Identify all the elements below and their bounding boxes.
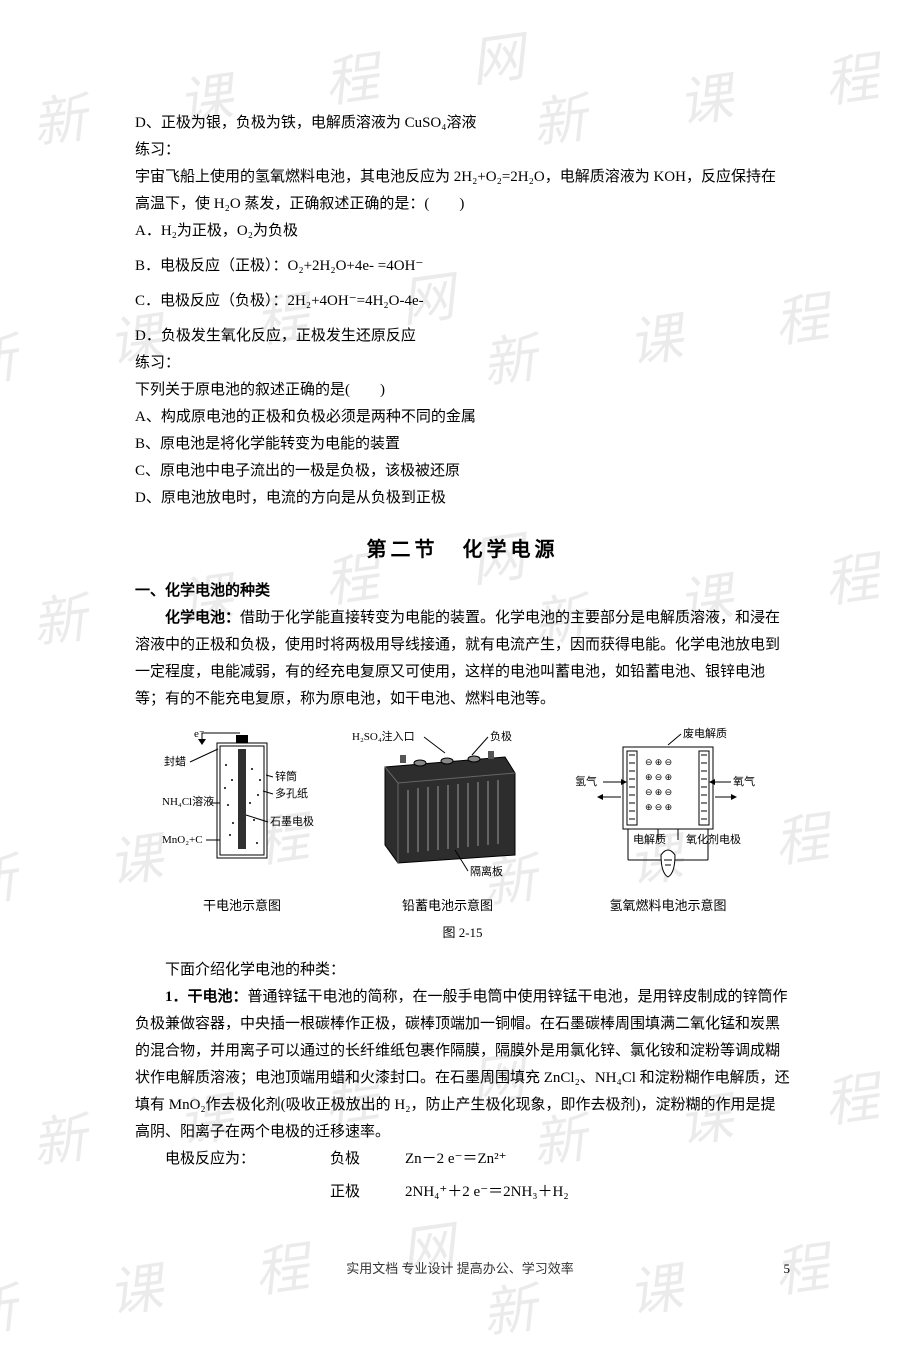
section-title: 第二节 化学电源 [135,532,790,568]
fuel-cell-diagram: 废电解质 ⊖ ⊕ ⊖ ⊕ ⊖ ⊕ ⊖ ⊕ ⊖ [573,725,763,890]
eq-neg-role: 负极 [330,1146,405,1173]
svg-text:⊖ ⊕ ⊖: ⊖ ⊕ ⊖ [645,787,672,797]
document-content: D、正极为银，负极为铁，电解质溶液为 CuSO₄溶液 练习： 宇宙飞船上使用的氢… [0,0,920,1246]
svg-text:电解质: 电解质 [633,832,666,846]
eq-pos-formula: 2NH₄⁺＋2 e⁻＝2NH₃＋H₂ [405,1179,569,1206]
svg-text:⊕ ⊖ ⊕: ⊕ ⊖ ⊕ [645,802,672,812]
q1-stem: 宇宙飞船上使用的氢氧燃料电池，其电池反应为 2H₂+O₂=2H₂O，电解质溶液为… [135,164,790,218]
svg-text:石墨电极: 石墨电极 [270,814,314,828]
paragraph-chemical-battery: 化学电池：借助于化学能直接转变为电能的装置。化学电池的主要部分是电解质溶液，和浸… [135,605,790,713]
lead-battery-caption: 铅蓄电池示意图 [402,894,493,917]
paragraph-dry-cell: 1．干电池：普通锌锰干电池的简称，在一般手电筒中使用锌锰干电池，是用锌皮制成的锌… [135,984,790,1146]
svg-text:隔离板: 隔离板 [470,864,503,878]
q2-option-b: B、原电池是将化学能转变为电能的装置 [135,431,790,458]
figure-main-caption: 图 2-15 [135,921,790,944]
eq-label-blank [165,1179,330,1206]
q2-stem: 下列关于原电池的叙述正确的是( ) [135,377,790,404]
q2-option-c: C、原电池中电子流出的一极是负极，该极被还原 [135,458,790,485]
page-number: 5 [784,1257,791,1280]
svg-text:负极: 负极 [490,729,512,743]
paragraph-dry-text: 普通锌锰干电池的简称，在一般手电筒中使用锌锰干电池，是用锌皮制成的锌筒作负极兼做… [135,989,790,1140]
figure-lead-battery: H₂SO₄注入口 负极 [350,725,545,917]
practice-label-2: 练习： [135,350,790,377]
svg-text:废电解质: 废电解质 [683,726,727,740]
q1-option-c: C．电极反应（负极）：2H₂+4OH⁻=4H₂O-4e- [135,288,790,315]
electrode-equation-neg: 电极反应为： 负极 Zn－2 e⁻＝Zn²⁺ [165,1146,790,1173]
subsection-title: 一、化学电池的种类 [135,578,790,605]
option-d: D、正极为银，负极为铁，电解质溶液为 CuSO₄溶液 [135,110,790,137]
svg-text:锌筒: 锌筒 [275,769,297,783]
svg-text:NH₄Cl溶液: NH₄Cl溶液 [162,794,214,808]
eq-label: 电极反应为： [165,1146,330,1173]
bold-label: 化学电池： [165,610,240,626]
svg-text:氧化剂电极: 氧化剂电极 [686,832,741,846]
svg-text:e⁻: e⁻ [194,728,205,740]
electrode-equation-pos: 正极 2NH₄⁺＋2 e⁻＝2NH₃＋H₂ [165,1179,790,1206]
eq-pos-role: 正极 [330,1179,405,1206]
dry-cell-caption: 干电池示意图 [203,894,281,917]
q1-option-d: D．负极发生氧化反应，正极发生还原反应 [135,323,790,350]
svg-text:MnO₂+C: MnO₂+C [162,834,203,846]
svg-text:氢气: 氢气 [575,774,597,788]
svg-text:⊖ ⊕ ⊖: ⊖ ⊕ ⊖ [645,757,672,767]
svg-text:封蜡: 封蜡 [164,754,186,768]
eq-neg-formula: Zn－2 e⁻＝Zn²⁺ [405,1146,507,1173]
fuel-cell-caption: 氢氧燃料电池示意图 [609,894,726,917]
svg-text:多孔纸: 多孔纸 [275,786,308,800]
q1-option-a: A．H₂为正极，O₂为负极 [135,218,790,245]
practice-label-1: 练习： [135,137,790,164]
paragraph-intro: 下面介绍化学电池的种类： [135,957,790,984]
figure-dry-cell: e⁻ 封蜡 锌筒 [162,725,322,917]
svg-text:⊕ ⊖ ⊕: ⊕ ⊖ ⊕ [645,772,672,782]
q2-option-a: A、构成原电池的正极和负极必须是两种不同的金属 [135,404,790,431]
footer-text: 实用文档 专业设计 提高办公、学习效率 [0,1257,920,1280]
q1-option-b: B．电极反应（正极）：O₂+2H₂O+4e- =4OH⁻ [135,253,790,280]
svg-text:H₂SO₄注入口: H₂SO₄注入口 [352,729,415,743]
svg-text:氧气: 氧气 [733,774,755,788]
q2-option-d: D、原电池放电时，电流的方向是从负极到正极 [135,485,790,512]
bold-label-dry: 1．干电池： [165,989,248,1005]
lead-battery-diagram: H₂SO₄注入口 负极 [350,725,545,890]
figure-fuel-cell: 废电解质 ⊖ ⊕ ⊖ ⊕ ⊖ ⊕ ⊖ ⊕ ⊖ [573,725,763,917]
figure-2-15: e⁻ 封蜡 锌筒 [135,725,790,945]
dry-cell-diagram: e⁻ 封蜡 锌筒 [162,725,322,890]
